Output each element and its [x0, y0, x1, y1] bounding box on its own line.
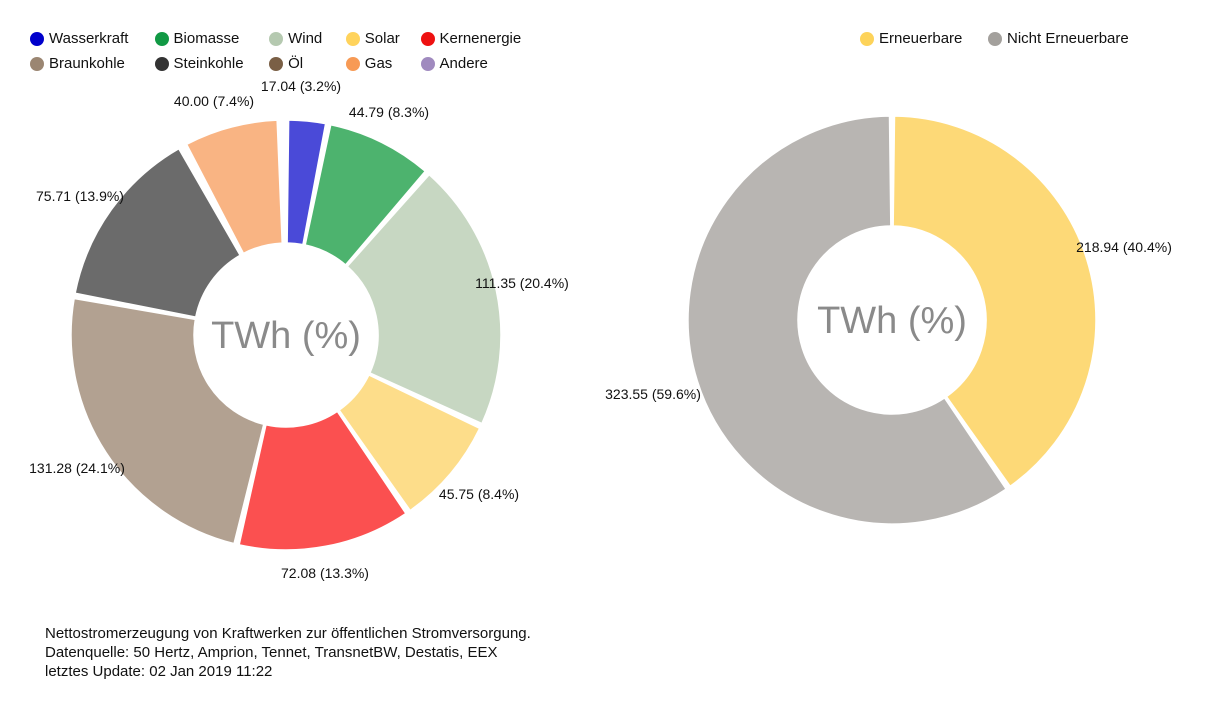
legend-label: Solar: [364, 30, 400, 47]
slice-gas[interactable]: [185, 119, 283, 255]
legend-item-braunkohle[interactable]: Braunkohle: [30, 55, 155, 72]
data-label-wasserkraft: 17.04 (3.2%): [261, 78, 341, 94]
legend-label: Wasserkraft: [49, 30, 129, 47]
footer-description: Nettostromerzeugung von Kraftwerken zur …: [45, 625, 531, 642]
legend-row: Wasserkraft Biomasse Wind Solar Kernenergie: [30, 26, 550, 51]
data-label-steinkohle: 75.71 (13.9%): [36, 188, 124, 204]
slice-oel[interactable]: [182, 145, 243, 255]
slice-kernenergie[interactable]: [238, 410, 407, 551]
legend-marker-icon: [420, 31, 435, 46]
data-label-solar: 45.75 (8.4%): [439, 486, 519, 502]
data-label-erneuerbare: 218.94 (40.4%): [1076, 239, 1172, 255]
slice-braunkohle[interactable]: [70, 297, 265, 545]
slice-andere[interactable]: [281, 119, 286, 244]
legend-item-oel[interactable]: Öl: [269, 55, 346, 72]
legend-row: Braunkohle Steinkohle Öl Gas Andere: [30, 51, 550, 76]
legend-label: Steinkohle: [173, 55, 244, 72]
legend-item-biomasse[interactable]: Biomasse: [154, 30, 270, 47]
legend-item-steinkohle[interactable]: Steinkohle: [154, 55, 270, 72]
legend-label: Gas: [364, 55, 393, 72]
legend-marker-icon: [860, 31, 874, 46]
legend-marker-icon: [269, 56, 284, 71]
legend-label: Nicht Erneuerbare: [1007, 30, 1129, 47]
legend-label: Öl: [288, 55, 304, 72]
legend-label: Andere: [439, 55, 488, 72]
data-label-nicht-erneuerbare: 323.55 (59.6%): [605, 386, 701, 402]
legend-item-wasserkraft[interactable]: Wasserkraft: [30, 30, 155, 47]
center-label-right: TWh (%): [817, 300, 967, 342]
legend-right: Erneuerbare Nicht Erneuerbare: [860, 26, 1190, 51]
donut-chart-left: TWh (%) 17.04 (3.2%) 44.79 (8.3%) 111.35 (2…: [29, 78, 569, 581]
footer-update: letztes Update: 02 Jan 2019 11:22: [45, 663, 273, 680]
legend-label: Erneuerbare: [879, 30, 963, 47]
slice-biomasse[interactable]: [304, 123, 427, 266]
legend-label: Biomasse: [173, 30, 240, 47]
data-label-gas: 40.00 (7.4%): [174, 93, 254, 109]
slice-wind[interactable]: [346, 173, 502, 425]
slice-wasserkraft[interactable]: [286, 119, 327, 246]
data-label-kernenergie: 72.08 (13.3%): [281, 565, 369, 581]
legend-marker-icon: [154, 31, 169, 46]
legend-marker-icon: [30, 56, 44, 71]
legend-item-andere[interactable]: Andere: [420, 55, 551, 72]
legend-row: Erneuerbare Nicht Erneuerbare: [860, 26, 1190, 51]
legend-marker-icon: [30, 31, 44, 46]
legend-left: Wasserkraft Biomasse Wind Solar Kernenergie B…: [30, 26, 550, 76]
center-label-left: TWh (%): [211, 315, 361, 357]
data-label-biomasse: 44.79 (8.3%): [349, 104, 429, 120]
slice-nicht-erneuerbare[interactable]: [687, 115, 1007, 525]
legend-item-gas[interactable]: Gas: [345, 55, 421, 72]
chart-footer: Nettostromerzeugung von Kraftwerken zur …: [45, 624, 531, 681]
legend-item-erneuerbare[interactable]: Erneuerbare: [860, 30, 988, 47]
legend-item-solar[interactable]: Solar: [345, 30, 421, 47]
legend-label: Kernenergie: [439, 30, 522, 47]
data-label-wind: 111.35 (20.4%): [475, 275, 569, 291]
legend-label: Wind: [288, 30, 323, 47]
slice-steinkohle[interactable]: [74, 147, 241, 318]
slice-solar[interactable]: [338, 374, 481, 512]
legend-marker-icon: [988, 31, 1002, 46]
legend-item-nicht-erneuerbare[interactable]: Nicht Erneuerbare: [988, 30, 1148, 47]
legend-marker-icon: [345, 31, 360, 46]
legend-item-wind[interactable]: Wind: [269, 30, 346, 47]
legend-marker-icon: [154, 56, 169, 71]
legend-label: Braunkohle: [49, 55, 125, 72]
legend-marker-icon: [269, 31, 284, 46]
slice-erneuerbare[interactable]: [892, 115, 1097, 488]
donut-chart-right: TWh (%) 218.94 (40.4%) 323.55 (59.6%): [605, 115, 1172, 525]
legend-marker-icon: [345, 56, 360, 71]
footer-source: Datenquelle: 50 Hertz, Amprion, Tennet, …: [45, 644, 498, 661]
legend-marker-icon: [420, 56, 435, 71]
data-label-braunkohle: 131.28 (24.1%): [29, 460, 125, 476]
legend-item-kernenergie[interactable]: Kernenergie: [420, 30, 551, 47]
